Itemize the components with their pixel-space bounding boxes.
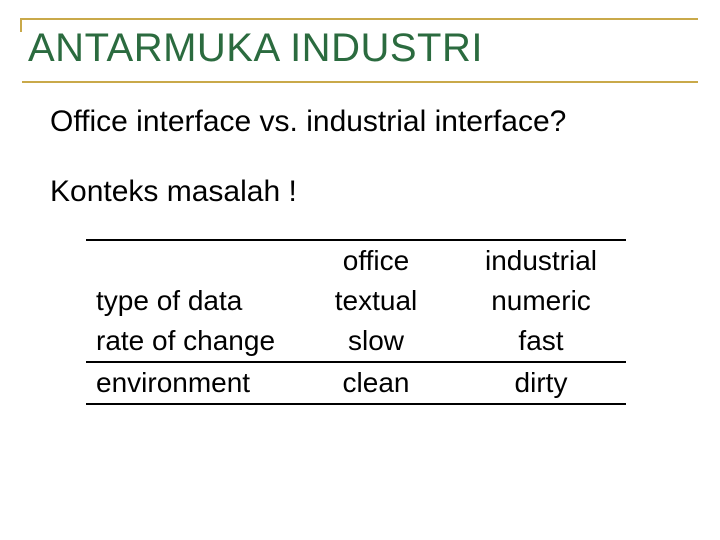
table-row: rate of change slow fast [86,321,626,362]
page-title: ANTARMUKA INDUSTRI [28,26,698,71]
cell: numeric [456,281,626,321]
context-line: Konteks masalah ! [50,175,670,209]
title-accent-tick [20,18,22,32]
cell: dirty [456,362,626,404]
table-header-office: office [296,240,456,281]
body: Office interface vs. industrial interfac… [22,105,698,405]
row-label: environment [86,362,296,404]
table-row: type of data textual numeric [86,281,626,321]
slide: ANTARMUKA INDUSTRI Office interface vs. … [0,0,720,540]
cell: slow [296,321,456,362]
table-header-row: office industrial [86,240,626,281]
row-label: type of data [86,281,296,321]
cell: textual [296,281,456,321]
row-label: rate of change [86,321,296,362]
cell: clean [296,362,456,404]
subtitle: Office interface vs. industrial interfac… [50,105,670,139]
table-header-blank [86,240,296,281]
cell: fast [456,321,626,362]
table-header-industrial: industrial [456,240,626,281]
table-row: environment clean dirty [86,362,626,404]
title-container: ANTARMUKA INDUSTRI [22,18,698,83]
comparison-table: office industrial type of data textual n… [86,239,626,405]
